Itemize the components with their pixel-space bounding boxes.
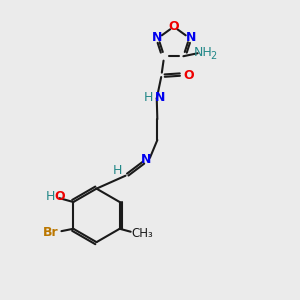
Text: O: O	[169, 20, 179, 33]
Text: N: N	[152, 31, 162, 44]
Text: H: H	[144, 91, 153, 104]
Text: H: H	[112, 164, 122, 177]
Text: O: O	[184, 69, 194, 82]
Text: CH₃: CH₃	[132, 227, 153, 240]
Text: N: N	[154, 91, 165, 104]
Text: N: N	[186, 31, 196, 44]
Text: NH: NH	[194, 46, 212, 59]
Text: 2: 2	[210, 51, 216, 61]
Text: O: O	[55, 190, 65, 202]
Text: Br: Br	[43, 226, 59, 239]
Text: H: H	[46, 190, 56, 202]
Text: N: N	[141, 153, 152, 166]
